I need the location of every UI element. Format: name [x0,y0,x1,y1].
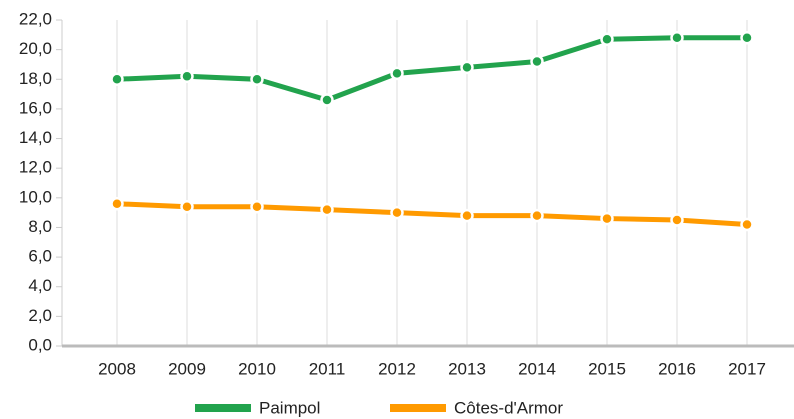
y-tick-label: 0,0 [28,335,52,354]
point [390,66,404,81]
y-tick-label: 20,0 [19,39,52,58]
series-line [114,35,750,103]
point [320,93,334,107]
point [390,205,404,220]
y-tick-label: 6,0 [28,247,52,266]
y-tick-label: 14,0 [19,128,52,147]
x-tick-label: 2015 [588,359,626,378]
x-tick-label: 2013 [448,359,486,378]
x-tick-label: 2011 [309,359,346,378]
x-tick-label: 2017 [728,359,766,378]
y-tick-label: 16,0 [19,98,52,117]
x-tick-label: 2014 [518,359,556,378]
point [670,213,684,227]
point [600,32,614,47]
point [460,208,474,223]
x-tick-label: 2012 [378,359,416,378]
point [180,199,194,214]
x-tick-label: 2016 [658,359,696,378]
x-tick-label: 2009 [168,359,206,378]
point [740,217,754,232]
legend-swatch [390,404,446,412]
point [460,60,474,75]
point [250,199,264,214]
point [110,72,124,87]
y-tick-label: 2,0 [28,306,52,325]
point [180,69,194,84]
x-tick-label: 2008 [98,359,136,378]
y-tick-label: 8,0 [28,217,52,236]
y-tick-label: 12,0 [19,158,52,177]
point [740,31,754,45]
y-tick-label: 4,0 [28,276,52,295]
y-tick-label: 22,0 [19,9,52,28]
point [320,202,334,217]
point [110,196,124,211]
series-line [114,201,750,227]
legend-swatch [195,404,251,412]
point [530,208,544,223]
point [530,54,544,69]
point [250,72,264,87]
point [600,211,614,226]
legend-label: Paimpol [259,398,320,417]
y-tick-label: 10,0 [19,187,52,206]
x-tick-label: 2010 [238,359,276,378]
legend-label: Côtes-d'Armor [454,398,563,417]
point [670,31,684,45]
y-tick-label: 18,0 [19,69,52,88]
